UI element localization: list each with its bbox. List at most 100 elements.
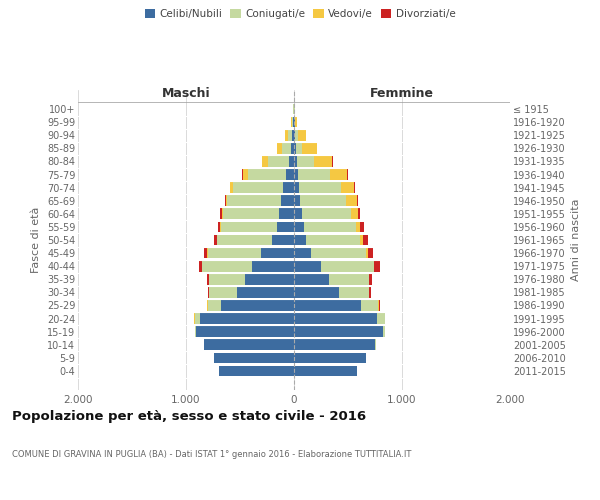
Bar <box>214 234 217 246</box>
Bar <box>286 169 294 180</box>
Bar <box>242 169 248 180</box>
Bar <box>329 274 368 284</box>
Bar <box>202 261 252 272</box>
Bar <box>295 130 298 140</box>
Text: Femmine: Femmine <box>370 87 434 100</box>
Bar <box>281 143 292 154</box>
Bar <box>356 222 361 232</box>
Bar <box>295 116 298 128</box>
Bar <box>294 182 299 193</box>
Bar <box>208 287 209 298</box>
Bar <box>311 248 367 258</box>
Bar <box>294 208 302 219</box>
Bar <box>194 313 200 324</box>
Y-axis label: Anni di nascita: Anni di nascita <box>571 198 581 281</box>
Text: Maschi: Maschi <box>161 87 211 100</box>
Bar <box>294 261 321 272</box>
Bar <box>223 208 279 219</box>
Bar <box>217 234 272 246</box>
Bar <box>302 143 317 154</box>
Bar <box>214 352 294 364</box>
Bar <box>208 248 260 258</box>
Bar <box>292 130 294 140</box>
Bar <box>207 274 209 284</box>
Bar <box>299 182 341 193</box>
Bar <box>287 130 292 140</box>
Bar <box>294 196 300 206</box>
Bar <box>369 274 372 284</box>
Bar <box>200 313 294 324</box>
Bar <box>237 287 294 298</box>
Bar <box>356 196 358 206</box>
Bar <box>233 182 283 193</box>
Bar <box>196 326 294 337</box>
Bar <box>252 261 294 272</box>
Bar <box>220 366 294 376</box>
Bar <box>294 130 295 140</box>
Bar <box>209 287 237 298</box>
Bar <box>294 300 361 311</box>
Bar <box>340 287 368 298</box>
Bar <box>304 222 356 232</box>
Bar <box>367 248 368 258</box>
Bar <box>358 208 360 219</box>
Bar <box>281 196 294 206</box>
Bar <box>314 156 332 167</box>
Bar <box>294 340 375 350</box>
Bar <box>283 182 294 193</box>
Bar <box>260 248 294 258</box>
Bar <box>289 156 294 167</box>
Bar <box>361 222 364 232</box>
Bar <box>272 234 294 246</box>
Bar <box>294 274 329 284</box>
Bar <box>292 143 294 154</box>
Bar <box>294 234 306 246</box>
Bar <box>298 130 307 140</box>
Bar <box>285 130 287 140</box>
Bar <box>218 222 220 232</box>
Bar <box>379 300 380 311</box>
Bar <box>294 222 304 232</box>
Bar <box>354 182 355 193</box>
Bar <box>224 196 226 206</box>
Bar <box>294 248 311 258</box>
Bar <box>205 248 208 258</box>
Bar <box>294 156 296 167</box>
Bar <box>194 326 196 337</box>
Bar <box>302 208 351 219</box>
Bar <box>306 234 360 246</box>
Bar <box>226 196 227 206</box>
Text: Popolazione per età, sesso e stato civile - 2016: Popolazione per età, sesso e stato civil… <box>12 410 366 423</box>
Bar <box>294 143 296 154</box>
Bar <box>205 340 294 350</box>
Bar <box>245 274 294 284</box>
Bar <box>346 196 356 206</box>
Legend: Celibi/Nubili, Coniugati/e, Vedovi/e, Divorziati/e: Celibi/Nubili, Coniugati/e, Vedovi/e, Di… <box>140 5 460 24</box>
Bar <box>368 248 373 258</box>
Bar <box>330 169 347 180</box>
Bar <box>361 300 378 311</box>
Bar <box>209 274 245 284</box>
Bar <box>208 300 221 311</box>
Bar <box>262 156 268 167</box>
Bar <box>321 261 374 272</box>
Bar <box>294 366 356 376</box>
Bar <box>221 222 277 232</box>
Bar <box>293 116 294 128</box>
Y-axis label: Fasce di età: Fasce di età <box>31 207 41 273</box>
Bar <box>199 261 202 272</box>
Bar <box>383 326 385 337</box>
Bar <box>296 156 314 167</box>
Bar <box>298 169 330 180</box>
Bar <box>277 143 281 154</box>
Bar <box>341 182 354 193</box>
Bar <box>279 208 294 219</box>
Bar <box>268 156 289 167</box>
Bar <box>374 261 380 272</box>
Bar <box>220 208 222 219</box>
Bar <box>369 287 371 298</box>
Bar <box>363 234 368 246</box>
Bar <box>277 222 294 232</box>
Bar <box>377 313 385 324</box>
Bar <box>227 196 281 206</box>
